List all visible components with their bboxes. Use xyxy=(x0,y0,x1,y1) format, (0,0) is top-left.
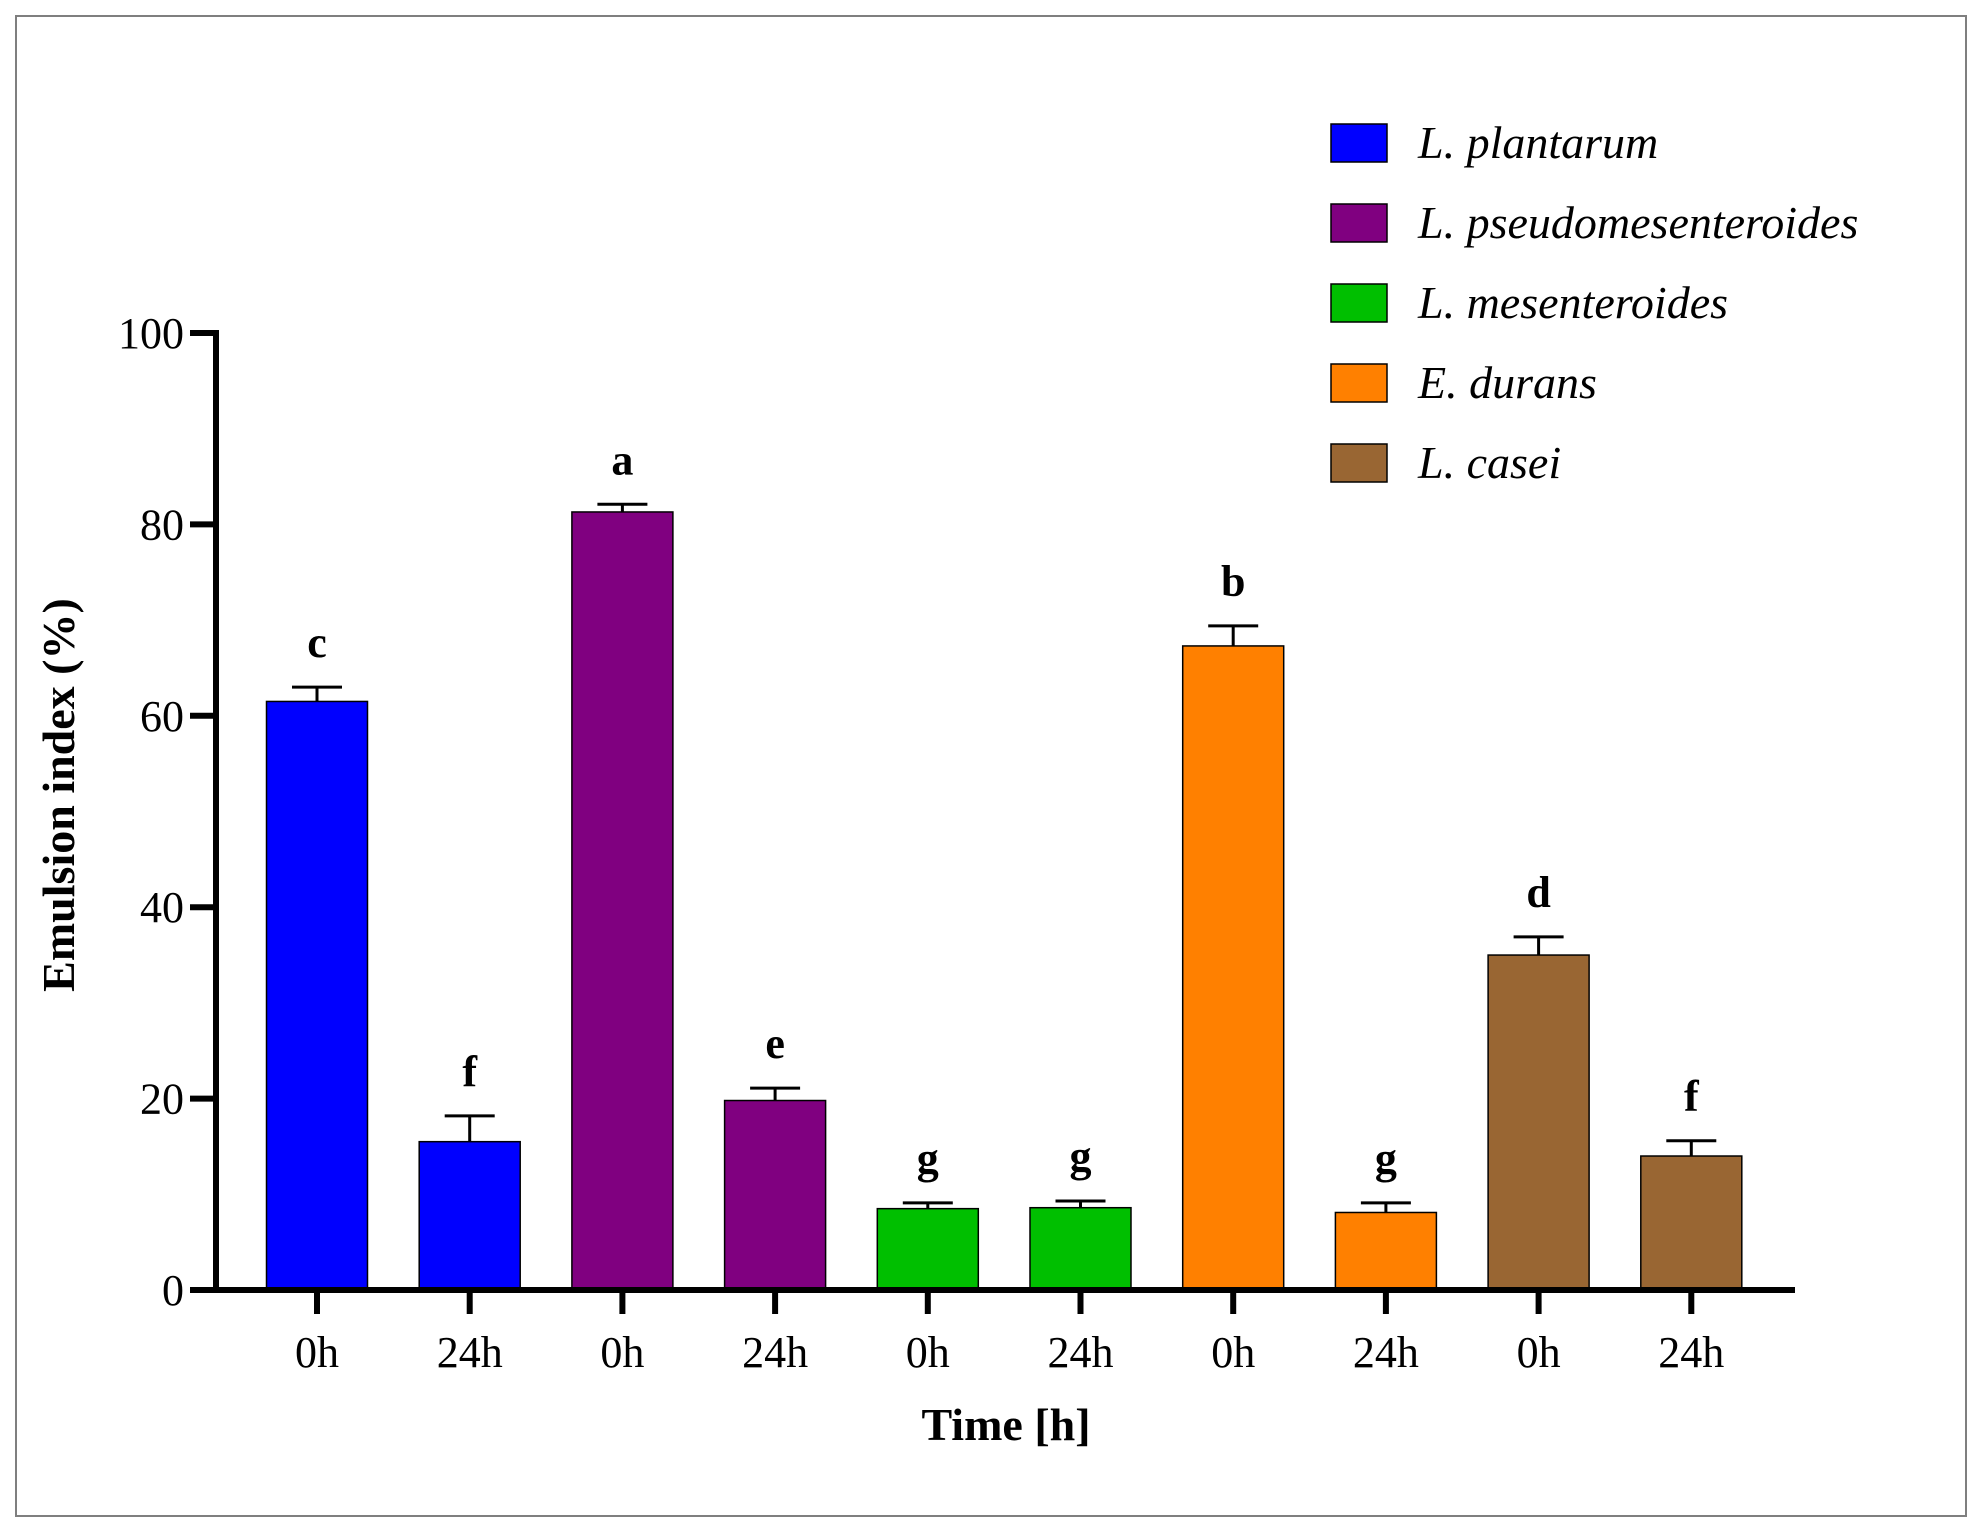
significance-letter-5: g xyxy=(917,1134,939,1183)
bars-layer xyxy=(265,511,1743,1291)
legend-swatch-2 xyxy=(1330,203,1388,243)
bar-1 xyxy=(265,700,369,1291)
legend-swatch-3 xyxy=(1330,283,1388,323)
bar-5 xyxy=(876,1207,980,1291)
legend-swatch-4 xyxy=(1330,363,1388,403)
y-tick-label-40: 40 xyxy=(140,883,184,932)
axes-layer: 0h 24h 0h 24h 0h 24h 0h 24h 0h 24h 0 20 40 60 80 100 xyxy=(118,309,1795,1377)
legend-label-4: E. durans xyxy=(1417,357,1597,408)
significance-letter-8: g xyxy=(1375,1134,1397,1183)
x-tick-label-1: 0h xyxy=(295,1328,339,1377)
bar-8 xyxy=(1334,1211,1438,1291)
significance-letter-6: g xyxy=(1070,1132,1092,1181)
x-axis-title: Time [h] xyxy=(921,1399,1090,1450)
legend-swatch-1 xyxy=(1330,123,1388,163)
y-tick-label-80: 80 xyxy=(140,500,184,549)
x-tick-label-2: 24h xyxy=(437,1328,503,1377)
y-tick-label-60: 60 xyxy=(140,692,184,741)
bar-2 xyxy=(418,1140,521,1291)
bar-4 xyxy=(723,1099,827,1291)
significance-letter-4: e xyxy=(765,1019,785,1068)
x-tick-label-4: 24h xyxy=(742,1328,808,1377)
x-tick-label-9: 0h xyxy=(1517,1328,1561,1377)
bar-3 xyxy=(571,511,674,1291)
legend-label-3: L. mesenteroides xyxy=(1417,277,1728,328)
x-tick-label-3: 0h xyxy=(600,1328,644,1377)
legend-label-1: L. plantarum xyxy=(1417,117,1658,168)
bar-6 xyxy=(1029,1206,1132,1291)
y-axis-title: Emulsion index (%) xyxy=(33,598,84,992)
x-tick-label-6: 24h xyxy=(1048,1328,1114,1377)
x-tick-label-8: 24h xyxy=(1353,1328,1419,1377)
significance-letter-10: f xyxy=(1684,1072,1700,1121)
bar-10 xyxy=(1640,1155,1743,1291)
bar-9 xyxy=(1487,954,1590,1291)
bar-7 xyxy=(1181,645,1285,1291)
legend: L. plantarum L. pseudomesenteroides L. mes… xyxy=(1330,117,1858,488)
y-tick-label-20: 20 xyxy=(140,1075,184,1124)
y-tick-label-100: 100 xyxy=(118,309,184,358)
y-tick-label-0: 0 xyxy=(162,1266,184,1315)
x-tick-label-5: 0h xyxy=(906,1328,950,1377)
significance-letter-9: d xyxy=(1526,868,1550,917)
legend-label-2: L. pseudomesenteroides xyxy=(1417,197,1858,248)
significance-letter-3: a xyxy=(611,435,633,484)
significance-letter-1: c xyxy=(307,618,327,667)
x-tick-label-10: 24h xyxy=(1658,1328,1724,1377)
legend-label-5: L. casei xyxy=(1417,437,1561,488)
significance-letter-7: b xyxy=(1221,557,1245,606)
significance-letters-layer: c f a e g g b g d f xyxy=(307,435,1700,1183)
error-bars-layer xyxy=(292,502,1717,1213)
significance-letter-2: f xyxy=(462,1047,478,1096)
legend-swatch-5 xyxy=(1330,443,1388,483)
x-tick-label-7: 0h xyxy=(1211,1328,1255,1377)
